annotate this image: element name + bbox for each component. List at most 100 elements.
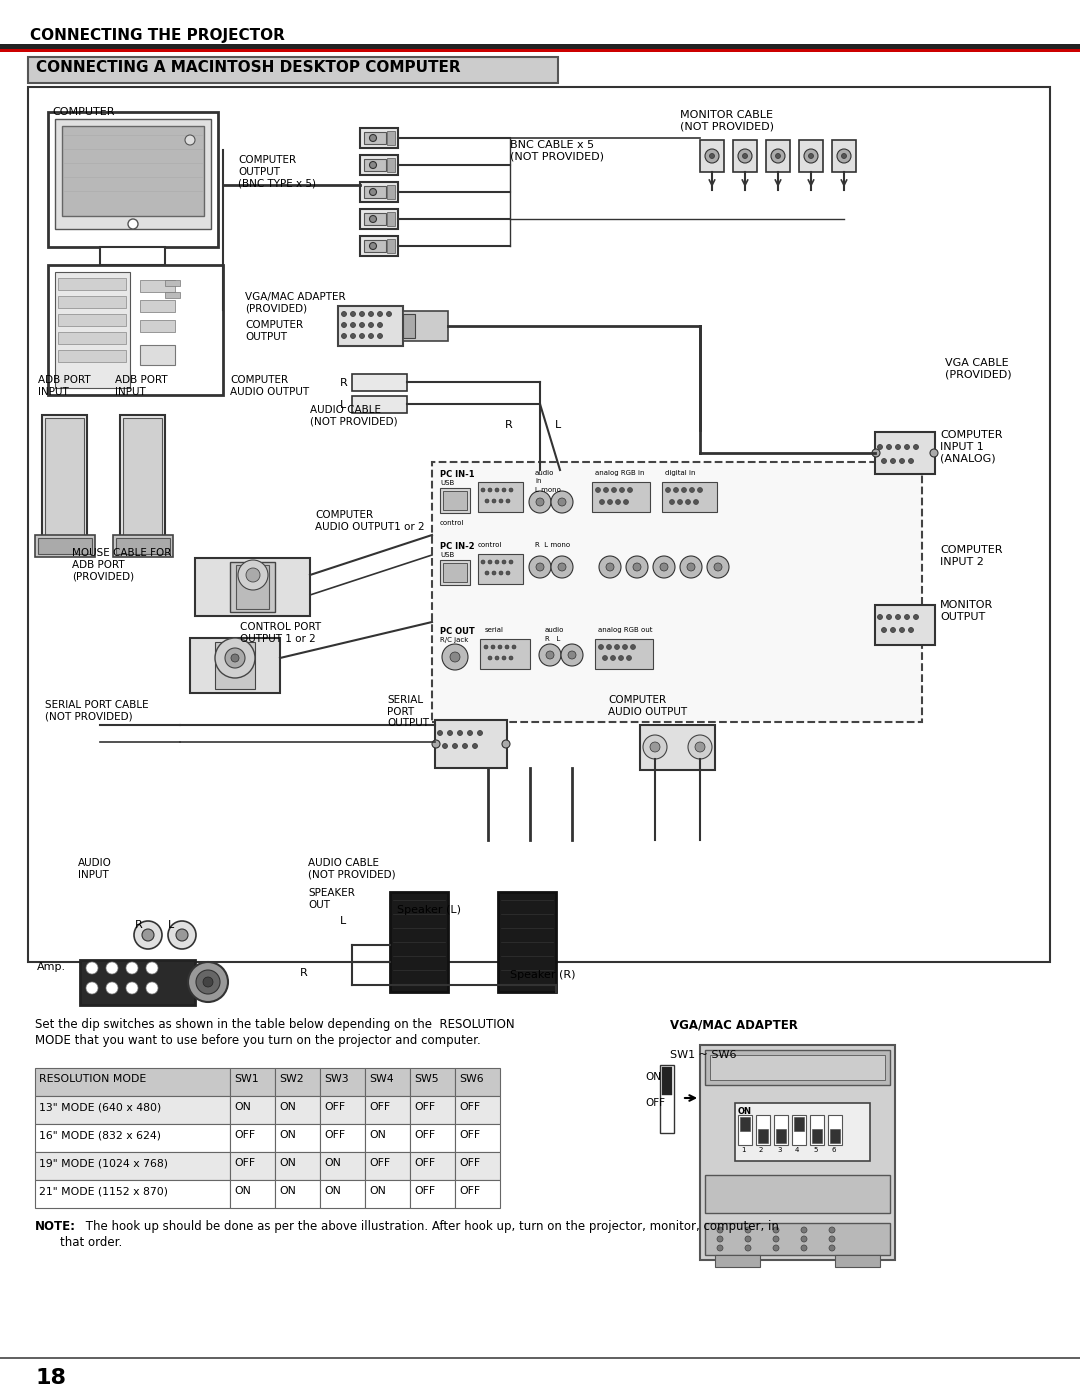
Bar [364, 186, 386, 198]
Circle shape [616, 500, 621, 504]
Circle shape [650, 742, 660, 752]
Text: PC OUT: PC OUT [440, 627, 475, 636]
Circle shape [369, 215, 377, 222]
Circle shape [908, 627, 914, 633]
Text: OFF: OFF [414, 1158, 435, 1168]
Circle shape [558, 497, 566, 506]
Text: AUDIO CABLE
(NOT PROVIDED): AUDIO CABLE (NOT PROVIDED) [308, 858, 395, 880]
Circle shape [660, 563, 669, 571]
Circle shape [369, 134, 377, 141]
Bar [140, 279, 175, 292]
Text: analog RGB out: analog RGB out [598, 627, 652, 633]
Circle shape [773, 1227, 779, 1234]
Circle shape [688, 735, 712, 759]
Text: 19" MODE (1024 x 768): 19" MODE (1024 x 768) [39, 1158, 168, 1168]
Circle shape [914, 444, 918, 450]
Circle shape [670, 500, 675, 504]
Circle shape [238, 560, 268, 590]
Bar [733, 140, 757, 172]
Text: COMPUTER
INPUT 2: COMPUTER INPUT 2 [940, 545, 1002, 567]
Bar [230, 1125, 275, 1153]
Bar [58, 332, 126, 344]
Bar [230, 1067, 275, 1097]
Bar [828, 1115, 842, 1146]
Bar [275, 1125, 320, 1153]
Text: SW1 ~ SW6: SW1 ~ SW6 [670, 1051, 737, 1060]
Circle shape [620, 488, 624, 493]
Bar [352, 395, 407, 414]
Circle shape [488, 657, 492, 659]
Text: VGA/MAC ADAPTER
(PROVIDED): VGA/MAC ADAPTER (PROVIDED) [245, 292, 346, 313]
Bar [0, 49, 1080, 52]
Text: R/C jack: R/C jack [440, 637, 469, 643]
Text: ON: ON [279, 1158, 296, 1168]
Bar [774, 1115, 788, 1146]
Bar [48, 112, 218, 247]
Text: OFF: OFF [369, 1102, 390, 1112]
Text: VGA CABLE
(PROVIDED): VGA CABLE (PROVIDED) [945, 358, 1012, 380]
Bar [410, 1125, 455, 1153]
Circle shape [341, 312, 347, 317]
Text: SERIAL PORT CABLE
(NOT PROVIDED): SERIAL PORT CABLE (NOT PROVIDED) [45, 700, 149, 722]
Circle shape [378, 323, 382, 327]
Text: ON: ON [234, 1102, 251, 1112]
Bar [387, 131, 395, 145]
Text: OFF: OFF [459, 1186, 481, 1196]
Bar [42, 415, 87, 545]
Text: SPEAKER
OUT: SPEAKER OUT [308, 888, 355, 909]
Circle shape [106, 982, 118, 995]
Circle shape [546, 651, 554, 659]
Circle shape [607, 500, 612, 504]
Circle shape [106, 963, 118, 974]
Circle shape [689, 488, 694, 493]
Bar [116, 538, 170, 555]
Text: MOUSE CABLE FOR
ADB PORT
(PROVIDED): MOUSE CABLE FOR ADB PORT (PROVIDED) [72, 548, 172, 581]
Text: R   L: R L [545, 636, 561, 643]
Circle shape [437, 731, 443, 735]
Circle shape [622, 644, 627, 650]
Text: SW2: SW2 [279, 1074, 303, 1084]
Bar [662, 1067, 672, 1095]
Text: Set the dip switches as shown in the table below depending on the  RESOLUTION: Set the dip switches as shown in the tab… [35, 1018, 515, 1031]
Circle shape [509, 560, 513, 564]
Bar [700, 140, 724, 172]
Bar [364, 240, 386, 251]
Text: L mono: L mono [535, 488, 561, 493]
Bar [794, 1118, 804, 1132]
Circle shape [558, 563, 566, 571]
Bar [387, 158, 395, 172]
Bar [758, 1129, 768, 1143]
Text: 5: 5 [813, 1147, 818, 1153]
Circle shape [717, 1245, 723, 1250]
Circle shape [551, 490, 573, 513]
Text: SW5: SW5 [414, 1074, 438, 1084]
Bar [735, 1104, 870, 1161]
Circle shape [631, 644, 635, 650]
Text: SW6: SW6 [459, 1074, 484, 1084]
Bar [792, 1115, 806, 1146]
Text: R: R [505, 420, 513, 430]
Bar [320, 1097, 365, 1125]
Text: audio: audio [535, 469, 554, 476]
Circle shape [598, 644, 604, 650]
Circle shape [485, 499, 489, 503]
Text: MONITOR
OUTPUT: MONITOR OUTPUT [940, 599, 994, 622]
Bar [498, 893, 556, 992]
Bar [390, 893, 448, 992]
Circle shape [360, 323, 365, 327]
Circle shape [623, 500, 629, 504]
Bar [455, 1153, 500, 1180]
Circle shape [491, 645, 495, 650]
Bar [352, 374, 407, 391]
Bar [35, 1180, 230, 1208]
Text: ON: ON [369, 1130, 386, 1140]
Circle shape [610, 655, 616, 661]
Circle shape [341, 323, 347, 327]
Text: COMPUTER: COMPUTER [52, 108, 114, 117]
Bar [230, 562, 275, 612]
Bar [365, 1097, 410, 1125]
Circle shape [378, 312, 382, 317]
Bar [715, 1255, 760, 1267]
Circle shape [185, 136, 195, 145]
Circle shape [773, 1236, 779, 1242]
